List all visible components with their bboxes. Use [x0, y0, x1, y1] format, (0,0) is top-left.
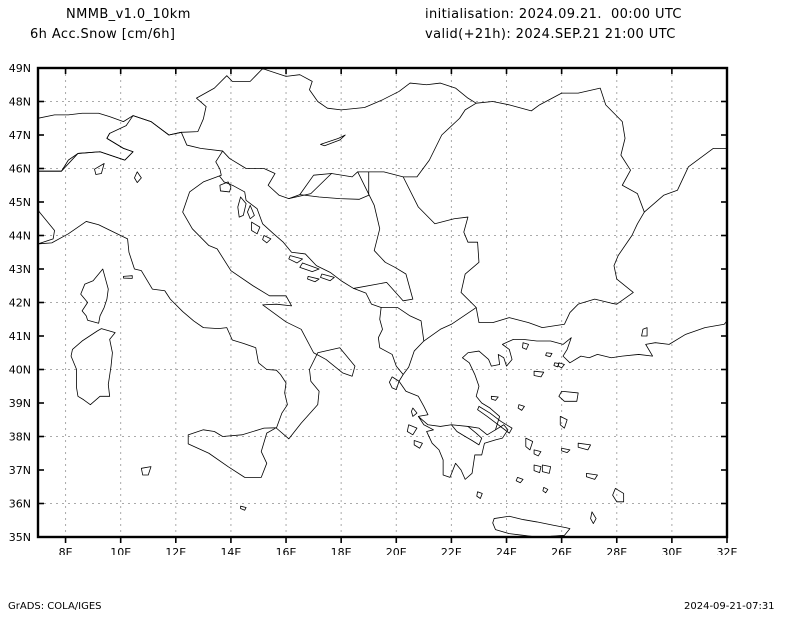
svg-text:14E: 14E: [220, 546, 241, 555]
valid-time: valid(+21h): 2024.SEP.21 21:00 UTC: [425, 27, 676, 42]
svg-text:40N: 40N: [9, 364, 31, 377]
svg-text:43N: 43N: [9, 263, 31, 276]
svg-text:48N: 48N: [9, 96, 31, 109]
svg-text:44N: 44N: [9, 230, 31, 243]
svg-text:8E: 8E: [59, 546, 73, 555]
svg-text:30E: 30E: [661, 546, 682, 555]
svg-text:49N: 49N: [9, 62, 31, 75]
svg-text:47N: 47N: [9, 129, 31, 142]
producer-credit: GrADS: COLA/IGES: [8, 601, 102, 612]
svg-text:20E: 20E: [386, 546, 407, 555]
svg-text:10E: 10E: [110, 546, 131, 555]
map-background: [0, 55, 800, 555]
svg-text:37N: 37N: [9, 464, 31, 477]
svg-text:22E: 22E: [441, 546, 462, 555]
svg-text:45N: 45N: [9, 196, 31, 209]
gridlines: [38, 68, 727, 537]
initialisation-time: initialisation: 2024.09.21. 00:00 UTC: [425, 7, 682, 22]
field-title: 6h Acc.Snow [cm/6h]: [30, 27, 176, 42]
svg-text:42N: 42N: [9, 297, 31, 310]
map-plot: 8E 10E 12E 14E 16E 18E 20E 22E 24E 26E 28E 30E 32E 3…: [0, 55, 800, 555]
svg-text:39N: 39N: [9, 397, 31, 410]
model-title: NMMB_v1.0_10km: [66, 7, 191, 22]
svg-text:41N: 41N: [9, 330, 31, 343]
svg-text:12E: 12E: [165, 546, 186, 555]
svg-text:36N: 36N: [9, 498, 31, 511]
svg-text:24E: 24E: [496, 546, 517, 555]
x-axis-labels: 8E 10E 12E 14E 16E 18E 20E 22E 24E 26E 28E 30E 32E: [59, 546, 738, 555]
svg-text:46N: 46N: [9, 163, 31, 176]
svg-text:35N: 35N: [9, 531, 31, 544]
svg-text:26E: 26E: [551, 546, 572, 555]
axis-ticks: [38, 67, 728, 543]
svg-text:32E: 32E: [717, 546, 738, 555]
svg-text:38N: 38N: [9, 431, 31, 444]
render-timestamp: 2024-09-21-07:31: [684, 601, 775, 612]
svg-text:16E: 16E: [276, 546, 297, 555]
svg-text:28E: 28E: [606, 546, 627, 555]
svg-text:18E: 18E: [331, 546, 352, 555]
y-axis-labels: 35N 36N 37N 38N 39N 40N 41N 42N 43N 44N 45N 46N 47N 4…: [9, 62, 31, 544]
coastlines: [39, 69, 726, 536]
